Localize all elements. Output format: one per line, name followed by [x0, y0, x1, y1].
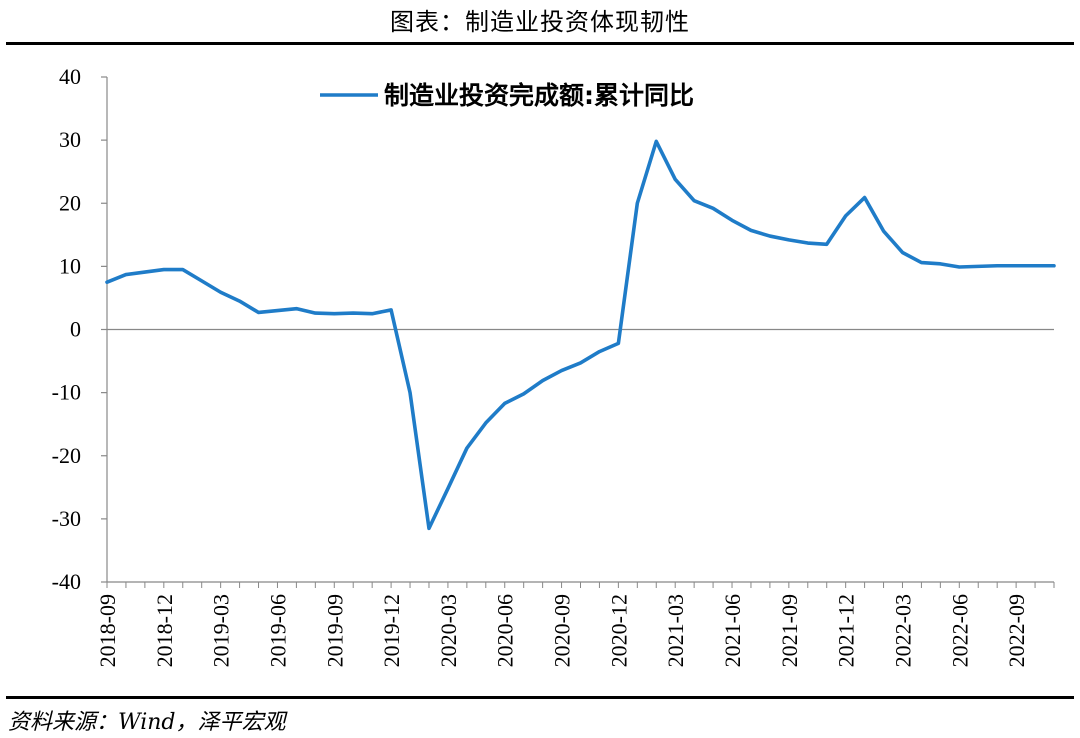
x-tick-label: 2019-06: [265, 594, 290, 667]
x-tick-label: 2021-12: [834, 594, 859, 667]
chart-axes: 40 30 20 10 0 -10 -20 -30 -40 2018-09 2018-12 2019-…: [52, 64, 1055, 667]
x-tick-label: 2018-12: [152, 594, 177, 667]
x-tick-label: 2021-03: [663, 594, 688, 667]
x-tick-label: 2020-03: [436, 594, 461, 667]
y-tick-label: -30: [52, 506, 81, 531]
x-tick-label: 2021-09: [777, 594, 802, 667]
x-tick-label: 2020-12: [606, 594, 631, 667]
top-divider: [6, 42, 1074, 45]
y-tick-label: -40: [52, 569, 81, 594]
y-tick-label: 0: [70, 317, 81, 342]
legend-label: 制造业投资完成额:累计同比: [384, 81, 694, 110]
x-tick-label: 2020-09: [550, 594, 575, 667]
y-tick-label: 30: [59, 127, 81, 152]
x-tick-label: 2022-06: [947, 594, 972, 667]
x-tick-label: 2019-12: [379, 594, 404, 667]
x-tick-label: 2018-09: [95, 594, 120, 667]
x-tick-label: 2022-03: [890, 594, 915, 667]
legend: 制造业投资完成额:累计同比: [320, 81, 694, 110]
x-tick-label: 2022-09: [1004, 594, 1029, 667]
series-line: [105, 139, 1056, 531]
y-tick-label: -10: [52, 380, 81, 405]
bottom-divider: [6, 696, 1074, 699]
x-tick-label: 2019-09: [322, 594, 347, 667]
source-note: 资料来源：Wind，泽平宏观: [8, 710, 286, 735]
x-tick-label: 2019-03: [209, 594, 234, 667]
y-tick-label: 20: [59, 190, 81, 215]
x-tick-label: 2020-06: [493, 594, 518, 667]
y-tick-label: 10: [59, 253, 81, 278]
y-tick-label: 40: [59, 64, 81, 89]
chart-title: 图表：制造业投资体现韧性: [390, 8, 690, 36]
x-tick-label: 2021-06: [720, 594, 745, 667]
y-tick-label: -20: [52, 443, 81, 468]
series-layer: [105, 139, 1056, 531]
